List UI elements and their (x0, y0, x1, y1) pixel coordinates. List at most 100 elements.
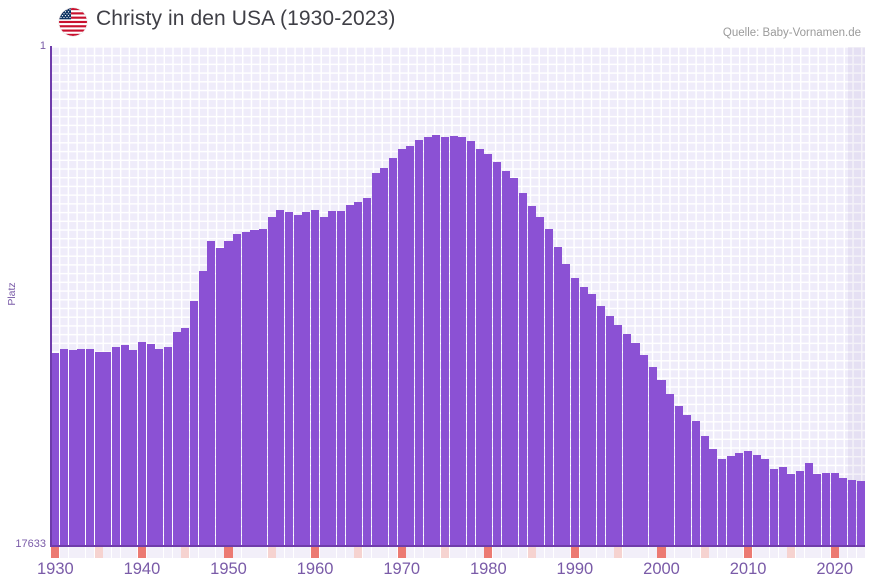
x-tick-marker-1967 (371, 547, 380, 558)
bar-1979 (475, 148, 484, 545)
x-tick-marker-1959 (302, 547, 311, 558)
x-tick-marker-1992 (588, 547, 597, 558)
bar-1987 (544, 229, 553, 545)
x-tick-marker-1989 (562, 547, 571, 558)
x-tick-marker-2011 (752, 547, 761, 558)
x-axis-label-1940: 1940 (123, 560, 161, 578)
x-tick-marker-1980 (484, 547, 493, 558)
bar-1956 (276, 210, 285, 545)
x-tick-marker-1933 (77, 547, 86, 558)
bar-1954 (259, 228, 268, 545)
bar-1986 (536, 216, 545, 545)
x-tick-marker-1952 (241, 547, 250, 558)
bar-2008 (726, 455, 735, 545)
x-tick-marker-2008 (726, 547, 735, 558)
x-tick-marker-1979 (475, 547, 484, 558)
x-tick-marker-1977 (458, 547, 467, 558)
bar-2015 (787, 474, 796, 545)
bar-2022 (847, 480, 857, 545)
x-tick-marker-2006 (709, 547, 718, 558)
x-tick-marker-1975 (440, 547, 450, 558)
x-tick-marker-2012 (761, 547, 770, 558)
us-flag-icon (59, 8, 87, 36)
x-tick-marker-1951 (233, 547, 242, 558)
bar-1990 (570, 278, 579, 545)
x-tick-marker-1948 (207, 547, 216, 558)
bar-1984 (518, 192, 527, 545)
bar-2004 (692, 421, 701, 545)
bar-1955 (267, 216, 276, 545)
x-tick-marker-1968 (380, 547, 389, 558)
bar-1998 (640, 355, 649, 545)
bar-1952 (241, 232, 250, 545)
bar-1963 (337, 210, 346, 545)
x-tick-marker-1974 (432, 547, 441, 558)
bar-2017 (804, 463, 813, 545)
x-tick-marker-1962 (328, 547, 337, 558)
bar-1947 (198, 271, 207, 545)
x-tick-marker-1938 (120, 547, 129, 558)
x-tick-marker-1942 (155, 547, 164, 558)
plot-area (51, 47, 865, 545)
bar-2012 (761, 458, 770, 545)
x-axis-label-1990: 1990 (556, 560, 594, 578)
x-tick-marker-2018 (813, 547, 822, 558)
bar-1975 (440, 136, 450, 545)
x-tick-marker-1934 (85, 547, 94, 558)
bar-2001 (666, 394, 675, 545)
chart-header: Christy in den USA (1930-2023) Quelle: B… (0, 0, 873, 44)
x-tick-marker-1986 (536, 547, 545, 558)
bar-1982 (501, 170, 510, 545)
bar-1951 (233, 233, 242, 545)
bar-1994 (605, 315, 614, 545)
x-axis-label-2000: 2000 (643, 560, 680, 578)
bar-2021 (839, 477, 848, 545)
bar-1976 (449, 136, 458, 545)
x-tick-marker-1994 (605, 547, 614, 558)
bar-1960 (311, 209, 320, 545)
x-tick-marker-1991 (579, 547, 588, 558)
x-tick-marker-2009 (735, 547, 744, 558)
bar-1931 (59, 348, 68, 545)
x-tick-marker-1940 (137, 547, 146, 558)
bar-1932 (68, 349, 77, 545)
x-tick-marker-1958 (293, 547, 302, 558)
x-tick-marker-2007 (718, 547, 727, 558)
x-axis-label-1980: 1980 (469, 560, 507, 578)
x-tick-marker-2010 (744, 547, 753, 558)
x-tick-marker-1961 (319, 547, 328, 558)
x-tick-marker-2013 (770, 547, 779, 558)
bar-2013 (770, 468, 779, 545)
x-tick-marker-2017 (804, 547, 813, 558)
x-tick-marker-1988 (553, 547, 562, 558)
x-tick-marker-2005 (700, 547, 709, 558)
x-tick-marker-1935 (94, 547, 103, 558)
x-tick-marker-1963 (337, 547, 346, 558)
x-axis-label-1970: 1970 (383, 560, 421, 578)
bar-1961 (319, 216, 328, 545)
bar-1957 (285, 211, 294, 545)
bar-2010 (744, 450, 753, 545)
bar-2003 (683, 414, 692, 545)
x-tick-marker-2019 (822, 547, 831, 558)
bar-1980 (484, 154, 493, 545)
x-tick-marker-1939 (129, 547, 138, 558)
bar-2020 (830, 472, 839, 545)
bar-1939 (129, 350, 138, 545)
bar-1966 (363, 198, 372, 545)
bar-1992 (588, 293, 597, 545)
bar-1937 (111, 346, 120, 545)
source-attribution: Quelle: Baby-Vornamen.de (722, 27, 861, 39)
bar-1953 (250, 230, 259, 545)
bar-1968 (380, 167, 389, 545)
x-tick-marker-1937 (111, 547, 120, 558)
bar-series (51, 47, 865, 545)
bar-2014 (778, 467, 787, 545)
x-tick-marker-1993 (596, 547, 605, 558)
bar-1969 (389, 157, 398, 545)
bar-1993 (596, 305, 605, 545)
bar-1981 (492, 161, 501, 545)
x-tick-marker-1946 (189, 547, 198, 558)
y-axis-bottom-tick-label: 17633 (15, 538, 46, 550)
bar-1941 (146, 343, 155, 545)
